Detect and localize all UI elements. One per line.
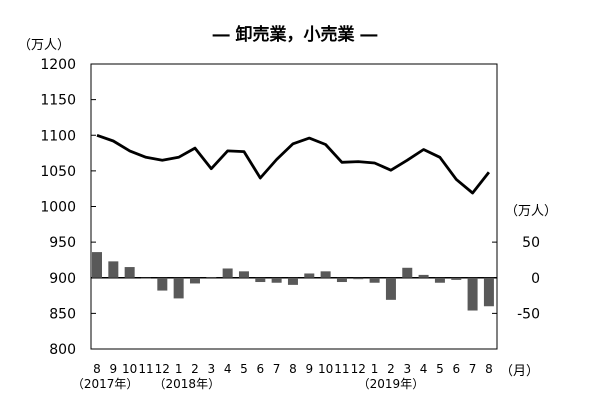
x-axis-tick-label: 2 xyxy=(191,362,199,376)
bar xyxy=(255,277,266,283)
left-axis-tick-label: 1050 xyxy=(40,164,76,180)
x-axis-tick-label: 8 xyxy=(289,362,297,376)
bar xyxy=(124,267,135,278)
x-axis-tick-label: 12 xyxy=(351,362,366,376)
left-axis-tick-label: 1200 xyxy=(40,57,76,73)
x-axis-tick-label: 11 xyxy=(138,362,153,376)
bar xyxy=(189,277,200,284)
series-line xyxy=(96,133,490,195)
bar xyxy=(92,252,102,278)
x-axis-unit: （月） xyxy=(500,364,539,379)
left-axis-tick-label: 950 xyxy=(49,235,76,251)
left-axis-tick-label: 900 xyxy=(49,271,76,287)
x-axis-tick-label: 9 xyxy=(110,362,118,376)
year-label: （2017年） xyxy=(72,377,139,391)
x-axis-tick-label: 8 xyxy=(485,362,493,376)
right-axis-tick-label: 50 xyxy=(522,235,540,251)
bar xyxy=(304,273,315,278)
x-axis-tick-label: 3 xyxy=(207,362,215,376)
x-axis-tick-label: 10 xyxy=(122,362,137,376)
bar xyxy=(336,277,347,283)
x-axis-tick-label: 5 xyxy=(240,362,248,376)
left-axis-tick-label: 1150 xyxy=(40,93,76,109)
x-axis-tick-label: 1 xyxy=(371,362,379,376)
x-axis-tick-label: 4 xyxy=(420,362,428,376)
x-axis-tick-label: 10 xyxy=(318,362,333,376)
x-axis-tick-label: 7 xyxy=(273,362,281,376)
chart-title: ― 卸売業，小売業 ― xyxy=(213,24,378,45)
bar xyxy=(271,277,282,283)
bar xyxy=(222,268,233,278)
bar xyxy=(353,277,364,280)
bar xyxy=(385,277,396,300)
year-label: （2019年） xyxy=(358,377,425,391)
x-axis-tick-label: 6 xyxy=(256,362,264,376)
left-axis-tick-label: 800 xyxy=(49,342,76,358)
left-axis-tick-label: 850 xyxy=(49,306,76,322)
x-axis-tick-label: 7 xyxy=(469,362,477,376)
bar xyxy=(108,261,119,278)
bar xyxy=(287,277,298,285)
x-axis-tick-label: 5 xyxy=(436,362,444,376)
x-axis-tick-label: 1 xyxy=(175,362,183,376)
year-label: （2018年） xyxy=(154,377,221,391)
x-axis-tick-label: 4 xyxy=(224,362,232,376)
bar xyxy=(140,277,151,279)
bar xyxy=(173,277,184,299)
plot-area xyxy=(90,63,498,350)
bar xyxy=(483,277,494,307)
x-axis-tick-label: 8 xyxy=(93,362,101,376)
x-axis-tick-label: 11 xyxy=(334,362,349,376)
right-axis-tick-label: -50 xyxy=(517,306,540,322)
bar xyxy=(418,274,429,278)
bar xyxy=(369,277,380,283)
bar xyxy=(402,267,413,278)
bar xyxy=(157,277,168,291)
bar xyxy=(238,271,249,278)
bar xyxy=(434,277,445,283)
x-axis-tick-label: 12 xyxy=(155,362,170,376)
bar xyxy=(206,277,217,278)
x-axis-tick-label: 3 xyxy=(403,362,411,376)
left-axis-tick-label: 1100 xyxy=(40,128,76,144)
left-axis-tick-label: 1000 xyxy=(40,200,76,216)
x-axis-tick-label: 2 xyxy=(387,362,395,376)
right-axis-tick-label: 0 xyxy=(531,271,540,287)
bar xyxy=(451,277,462,280)
x-axis-tick-label: 9 xyxy=(305,362,313,376)
bar xyxy=(467,277,478,311)
right-axis-unit: （万人） xyxy=(505,204,557,219)
bar xyxy=(320,271,331,278)
left-axis-unit: （万人） xyxy=(18,38,70,53)
x-axis-tick-label: 6 xyxy=(452,362,460,376)
